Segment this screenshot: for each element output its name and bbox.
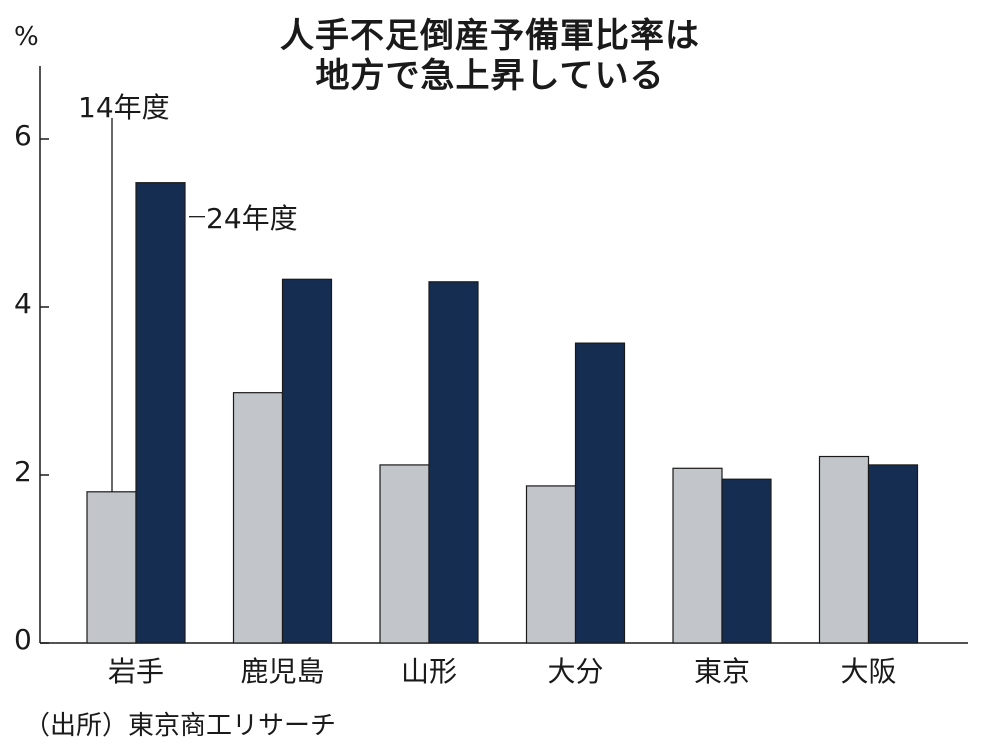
chart-title-line-2: 地方で急上昇している xyxy=(315,56,665,96)
legend-label-14: 14年度 xyxy=(78,91,170,124)
x-category-label: 大阪 xyxy=(840,655,897,688)
x-category-label: 東京 xyxy=(693,655,750,688)
y-tick-label: 6 xyxy=(14,119,32,152)
x-category-label: 大分 xyxy=(547,655,604,688)
legend-label-24: 24年度 xyxy=(206,201,298,235)
bar-14-3 xyxy=(525,485,577,644)
bar-14-1 xyxy=(232,392,284,644)
bar-14-4 xyxy=(672,467,723,644)
bar-24-4 xyxy=(721,478,772,644)
bar-24-3 xyxy=(574,342,626,644)
chart-title-line-1: 人手不足倒産予備軍比率は xyxy=(280,16,700,56)
bar-24-1 xyxy=(281,278,333,644)
y-tick-label: 0 xyxy=(14,623,32,656)
source-note: （出所）東京商工リサーチ xyxy=(24,711,337,741)
y-tick-label: 4 xyxy=(14,287,32,320)
x-category-label: 山形 xyxy=(400,655,457,688)
y-unit-label: % xyxy=(14,22,39,52)
bar-24-5 xyxy=(867,464,919,644)
bar-14-2 xyxy=(379,464,430,644)
x-category-label: 鹿児島 xyxy=(240,655,325,688)
bar-14-5 xyxy=(818,455,870,644)
bar-24-2 xyxy=(428,281,479,644)
x-category-label: 岩手 xyxy=(107,655,164,688)
y-tick-label: 2 xyxy=(14,455,32,488)
bar-14-0 xyxy=(86,491,137,644)
bar-24-0 xyxy=(135,182,186,644)
